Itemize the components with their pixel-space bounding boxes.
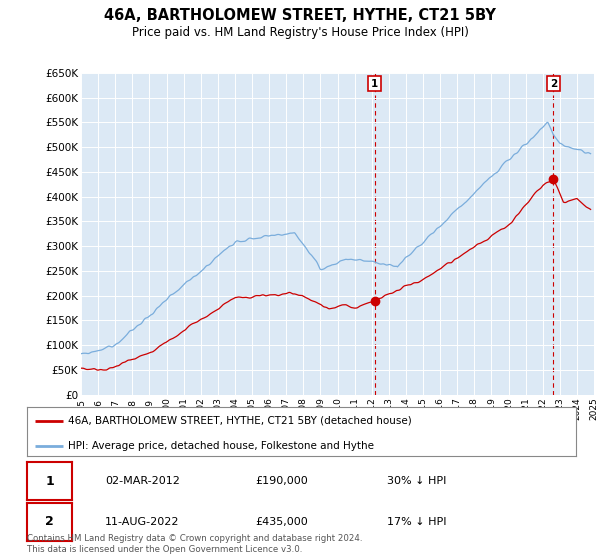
Text: 46A, BARTHOLOMEW STREET, HYTHE, CT21 5BY: 46A, BARTHOLOMEW STREET, HYTHE, CT21 5BY (104, 8, 496, 24)
Text: Price paid vs. HM Land Registry's House Price Index (HPI): Price paid vs. HM Land Registry's House … (131, 26, 469, 39)
Text: £190,000: £190,000 (255, 476, 308, 486)
Text: Contains HM Land Registry data © Crown copyright and database right 2024.
This d: Contains HM Land Registry data © Crown c… (27, 534, 362, 554)
Text: HPI: Average price, detached house, Folkestone and Hythe: HPI: Average price, detached house, Folk… (68, 441, 374, 451)
Text: 2: 2 (550, 79, 557, 88)
Text: 11-AUG-2022: 11-AUG-2022 (105, 517, 179, 527)
Text: 30% ↓ HPI: 30% ↓ HPI (387, 476, 446, 486)
Text: 1: 1 (371, 79, 378, 88)
Text: 17% ↓ HPI: 17% ↓ HPI (387, 517, 446, 527)
Text: 2: 2 (45, 515, 54, 529)
Text: 1: 1 (45, 474, 54, 488)
Text: 02-MAR-2012: 02-MAR-2012 (105, 476, 180, 486)
Text: £435,000: £435,000 (255, 517, 308, 527)
Text: 46A, BARTHOLOMEW STREET, HYTHE, CT21 5BY (detached house): 46A, BARTHOLOMEW STREET, HYTHE, CT21 5BY… (68, 416, 412, 426)
